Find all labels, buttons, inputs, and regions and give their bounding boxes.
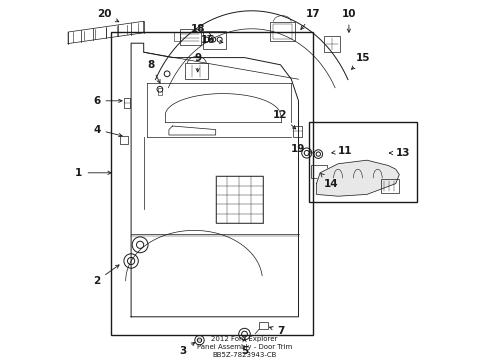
Bar (323, 36, 339, 52)
Text: 13: 13 (388, 148, 409, 158)
Text: 12: 12 (273, 110, 295, 129)
Text: 2012 Ford Explorer
Panel Assembly - Door Trim
BB5Z-7823943-CB: 2012 Ford Explorer Panel Assembly - Door… (197, 336, 291, 358)
Bar (179, 29, 201, 45)
Text: 4: 4 (93, 125, 122, 137)
Text: 3: 3 (179, 342, 194, 356)
Bar (310, 165, 326, 178)
Text: 19: 19 (291, 144, 311, 154)
Bar (309, 122, 416, 202)
Bar (272, 24, 291, 39)
Bar (258, 322, 267, 329)
Bar (269, 22, 294, 41)
Bar (215, 176, 262, 223)
Text: 7: 7 (269, 326, 284, 336)
Text: 20: 20 (97, 9, 119, 22)
Bar (174, 32, 180, 41)
Text: 6: 6 (93, 96, 122, 106)
Text: 16: 16 (201, 35, 223, 45)
Text: 1: 1 (75, 168, 111, 178)
Bar (158, 88, 162, 95)
Text: 15: 15 (351, 53, 370, 69)
Text: 18: 18 (190, 24, 211, 36)
Text: 9: 9 (194, 53, 201, 72)
Text: 5: 5 (241, 338, 247, 356)
Text: 8: 8 (147, 60, 160, 83)
Bar (111, 32, 312, 335)
Bar (203, 31, 226, 49)
Text: 2: 2 (93, 265, 119, 286)
Bar (292, 126, 302, 137)
Bar (381, 179, 399, 193)
Bar (123, 98, 130, 108)
Text: 17: 17 (300, 9, 320, 30)
Text: 14: 14 (320, 174, 338, 189)
Bar (120, 136, 128, 144)
Text: 10: 10 (341, 9, 355, 32)
Bar (185, 63, 208, 79)
Text: 11: 11 (331, 146, 352, 156)
Polygon shape (316, 160, 399, 196)
